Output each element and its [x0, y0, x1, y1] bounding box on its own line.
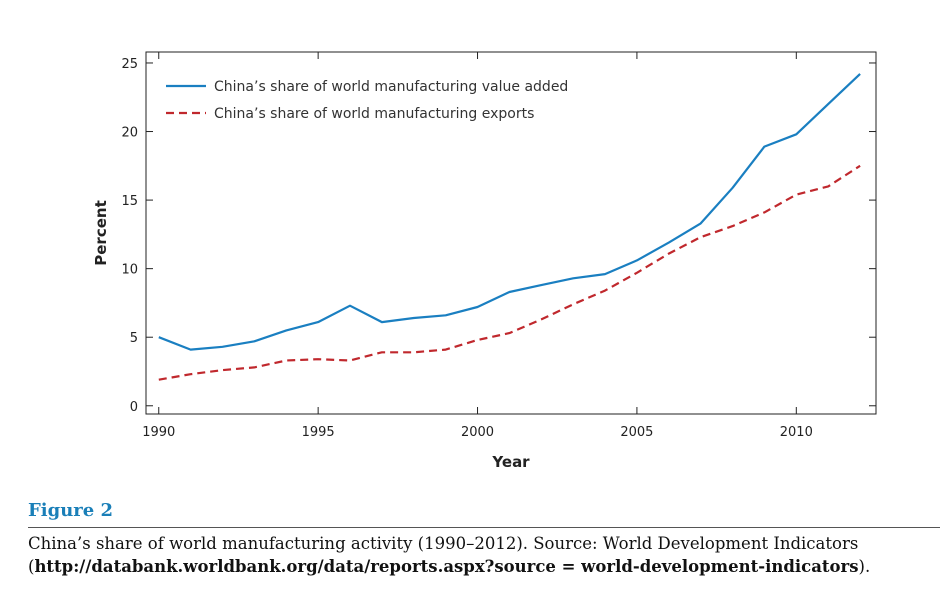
caption-url-close: ). — [858, 557, 871, 576]
caption-divider — [28, 527, 940, 528]
figure-caption-block: Figure 2 China’s share of world manufact… — [28, 498, 940, 578]
figure-label: Figure 2 — [28, 500, 114, 521]
y-axis-title: Percent — [92, 200, 110, 265]
plot-frame — [145, 51, 877, 415]
y-tick-label: 20 — [121, 126, 138, 141]
line-chart: 0 5 10 15 20 25 1990 1995 2000 2005 2010 China’s … — [92, 51, 877, 471]
caption-url-open: ( — [28, 557, 35, 576]
series-line-value-added — [158, 73, 861, 351]
y-tick-label: 0 — [130, 400, 138, 415]
x-tick-label: 2010 — [780, 425, 813, 440]
x-tick-label: 2000 — [461, 425, 494, 440]
y-tick-label: 25 — [121, 57, 138, 72]
legend-label: China’s share of world manufacturing exp… — [214, 106, 534, 122]
legend-label: China’s share of world manufacturing val… — [214, 79, 568, 95]
x-tick-label: 1995 — [302, 425, 335, 440]
y-tick-label: 10 — [121, 263, 138, 278]
x-axis-title: Year — [491, 453, 530, 471]
y-tick-label: 5 — [130, 331, 138, 346]
x-tick-label: 1990 — [142, 425, 175, 440]
figure-caption: China’s share of world manufacturing act… — [28, 532, 940, 578]
x-tick-label: 2005 — [620, 425, 653, 440]
y-tick-label: 15 — [121, 194, 138, 209]
caption-text: China’s share of world manufacturing act… — [28, 534, 859, 553]
series-line-exports — [158, 164, 861, 381]
caption-url: http://databank.worldbank.org/data/repor… — [34, 557, 859, 576]
